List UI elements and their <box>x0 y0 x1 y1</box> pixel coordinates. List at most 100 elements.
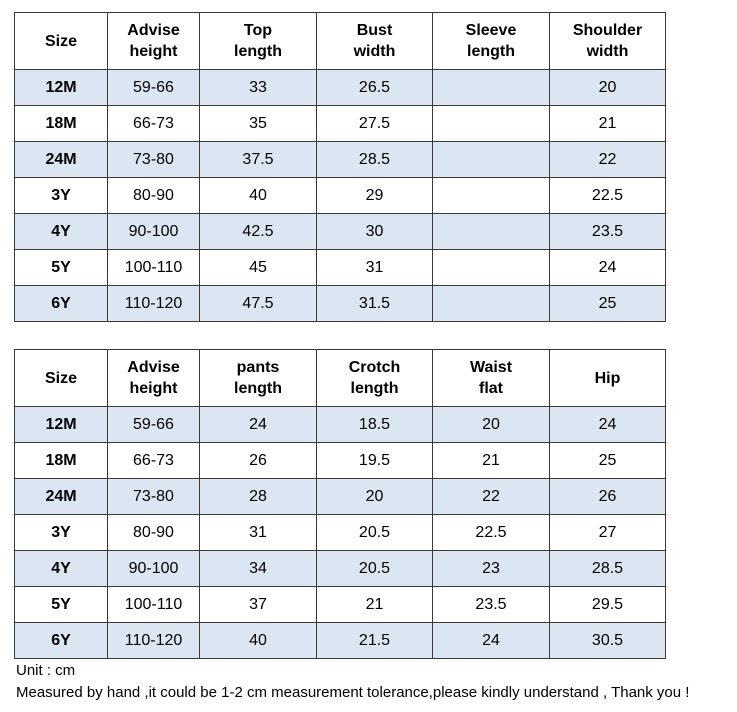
table-cell: 100-110 <box>107 586 200 623</box>
column-header: Size <box>14 349 108 407</box>
table-row: 24M 73-80 28 20 22 26 <box>14 478 666 515</box>
table-row: 24M 73-80 37.5 28.5 22 <box>14 141 666 178</box>
table-cell: 47.5 <box>199 285 317 322</box>
table-row: 6Y 110-120 47.5 31.5 25 <box>14 285 666 322</box>
table-cell: 31 <box>199 514 317 551</box>
size-cell: 3Y <box>14 514 108 551</box>
table-cell: 42.5 <box>199 213 317 250</box>
table-row: 5Y 100-110 37 21 23.5 29.5 <box>14 586 666 623</box>
table-cell: 110-120 <box>107 622 200 659</box>
table-cell: 20 <box>549 69 666 106</box>
table-cell: 80-90 <box>107 177 200 214</box>
table-cell: 90-100 <box>107 550 200 587</box>
table-cell: 59-66 <box>107 406 200 443</box>
tolerance-note: Measured by hand ,it could be 1-2 cm mea… <box>16 684 690 701</box>
table-cell: 20 <box>432 406 550 443</box>
table-cell: 28.5 <box>316 141 433 178</box>
table-cell: 29 <box>316 177 433 214</box>
column-header: Sleeve length <box>432 12 550 70</box>
table-cell: 80-90 <box>107 514 200 551</box>
table-cell: 22 <box>432 478 550 515</box>
size-cell: 18M <box>14 442 108 479</box>
table-row: 12M 59-66 24 18.5 20 24 <box>14 406 666 443</box>
table-cell: 40 <box>199 177 317 214</box>
column-header: pants length <box>199 349 317 407</box>
table-cell: 21 <box>549 105 666 142</box>
table-cell: 33 <box>199 69 317 106</box>
table-cell <box>432 177 550 214</box>
table-cell: 31 <box>316 249 433 286</box>
column-header: Advise height <box>107 12 200 70</box>
table-cell <box>432 141 550 178</box>
table-cell: 31.5 <box>316 285 433 322</box>
table-row: 6Y 110-120 40 21.5 24 30.5 <box>14 622 666 659</box>
table-cell: 73-80 <box>107 478 200 515</box>
size-cell: 24M <box>14 141 108 178</box>
bottom-size-table: Size Advise height pants length Crotch length W… <box>14 349 666 659</box>
table-row: 4Y 90-100 42.5 30 23.5 <box>14 213 666 250</box>
table-cell: 22.5 <box>549 177 666 214</box>
table-cell: 25 <box>549 285 666 322</box>
table-cell: 23 <box>432 550 550 587</box>
table-cell: 20.5 <box>316 550 433 587</box>
table-cell: 27 <box>549 514 666 551</box>
table-cell: 110-120 <box>107 285 200 322</box>
table-cell: 27.5 <box>316 105 433 142</box>
table-row: 4Y 90-100 34 20.5 23 28.5 <box>14 550 666 587</box>
column-header: Top length <box>199 12 317 70</box>
top-size-table: Size Advise height Top length Bust width Sleeve… <box>14 12 666 322</box>
table-row: 3Y 80-90 31 20.5 22.5 27 <box>14 514 666 551</box>
table-cell: 25 <box>549 442 666 479</box>
table-row: 18M 66-73 26 19.5 21 25 <box>14 442 666 479</box>
table-cell: 28 <box>199 478 317 515</box>
table-cell: 30 <box>316 213 433 250</box>
table-cell: 66-73 <box>107 105 200 142</box>
column-header: Size <box>14 12 108 70</box>
table-cell: 40 <box>199 622 317 659</box>
table-cell: 18.5 <box>316 406 433 443</box>
table-header-row: Size Advise height Top length Bust width Sleeve… <box>14 12 666 70</box>
size-cell: 12M <box>14 69 108 106</box>
column-header: Hip <box>549 349 666 407</box>
table-cell <box>432 249 550 286</box>
table-body: 12M 59-66 24 18.5 20 24 18M 66-73 26 19.5 21 25 24M 7… <box>14 406 666 659</box>
table-cell <box>432 105 550 142</box>
table-body: 12M 59-66 33 26.5 20 18M 66-73 35 27.5 21 24M 73-80… <box>14 69 666 322</box>
table-cell: 24 <box>432 622 550 659</box>
unit-note: Unit : cm <box>16 662 76 679</box>
column-header: Advise height <box>107 349 200 407</box>
table-cell: 23.5 <box>549 213 666 250</box>
size-cell: 12M <box>14 406 108 443</box>
table-cell: 20.5 <box>316 514 433 551</box>
table-cell: 24 <box>549 406 666 443</box>
table-cell: 22 <box>549 141 666 178</box>
table-cell <box>432 285 550 322</box>
table-cell: 26 <box>199 442 317 479</box>
column-header: Shoulder width <box>549 12 666 70</box>
table-cell: 37 <box>199 586 317 623</box>
table-row: 3Y 80-90 40 29 22.5 <box>14 177 666 214</box>
table-cell: 34 <box>199 550 317 587</box>
size-cell: 18M <box>14 105 108 142</box>
table-cell <box>432 213 550 250</box>
table-cell: 59-66 <box>107 69 200 106</box>
size-cell: 6Y <box>14 622 108 659</box>
size-cell: 3Y <box>14 177 108 214</box>
table-cell: 22.5 <box>432 514 550 551</box>
size-cell: 24M <box>14 478 108 515</box>
table-cell: 28.5 <box>549 550 666 587</box>
table-cell: 21 <box>432 442 550 479</box>
column-header: Bust width <box>316 12 433 70</box>
table-cell: 100-110 <box>107 249 200 286</box>
table-cell: 24 <box>199 406 317 443</box>
size-cell: 6Y <box>14 285 108 322</box>
table-row: 18M 66-73 35 27.5 21 <box>14 105 666 142</box>
table-cell: 66-73 <box>107 442 200 479</box>
table-cell: 37.5 <box>199 141 317 178</box>
table-cell: 23.5 <box>432 586 550 623</box>
size-cell: 4Y <box>14 550 108 587</box>
table-cell: 29.5 <box>549 586 666 623</box>
table-cell: 21.5 <box>316 622 433 659</box>
table-cell: 24 <box>549 249 666 286</box>
table-header-row: Size Advise height pants length Crotch length W… <box>14 349 666 407</box>
